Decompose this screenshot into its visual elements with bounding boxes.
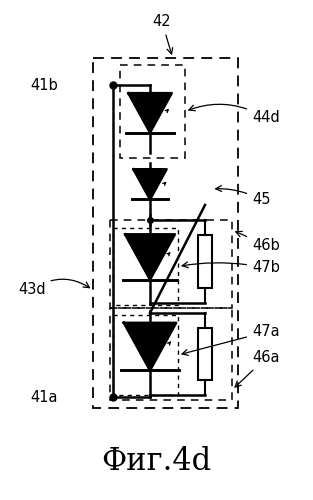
Text: 43d: 43d [18,279,90,297]
Text: 47b: 47b [182,260,280,276]
Bar [93,58,238,408]
Bar [120,65,185,158]
Text: 45: 45 [216,186,270,208]
Text: 46a: 46a [235,350,280,387]
Polygon shape [124,323,176,370]
Bar [113,315,178,395]
Bar [198,235,212,288]
Polygon shape [133,169,167,200]
Text: 47a: 47a [182,324,280,356]
Bar [110,308,232,400]
Bar [198,328,212,380]
Text: Фиг.4d: Фиг.4d [101,446,211,478]
Polygon shape [125,234,175,280]
Text: 46b: 46b [236,232,280,252]
Bar [113,228,178,305]
Text: 42: 42 [153,14,173,54]
Text: 41b: 41b [30,78,58,92]
Text: 41a: 41a [30,390,58,404]
Bar [110,220,232,308]
Text: 44d: 44d [189,104,280,126]
Polygon shape [128,93,172,132]
